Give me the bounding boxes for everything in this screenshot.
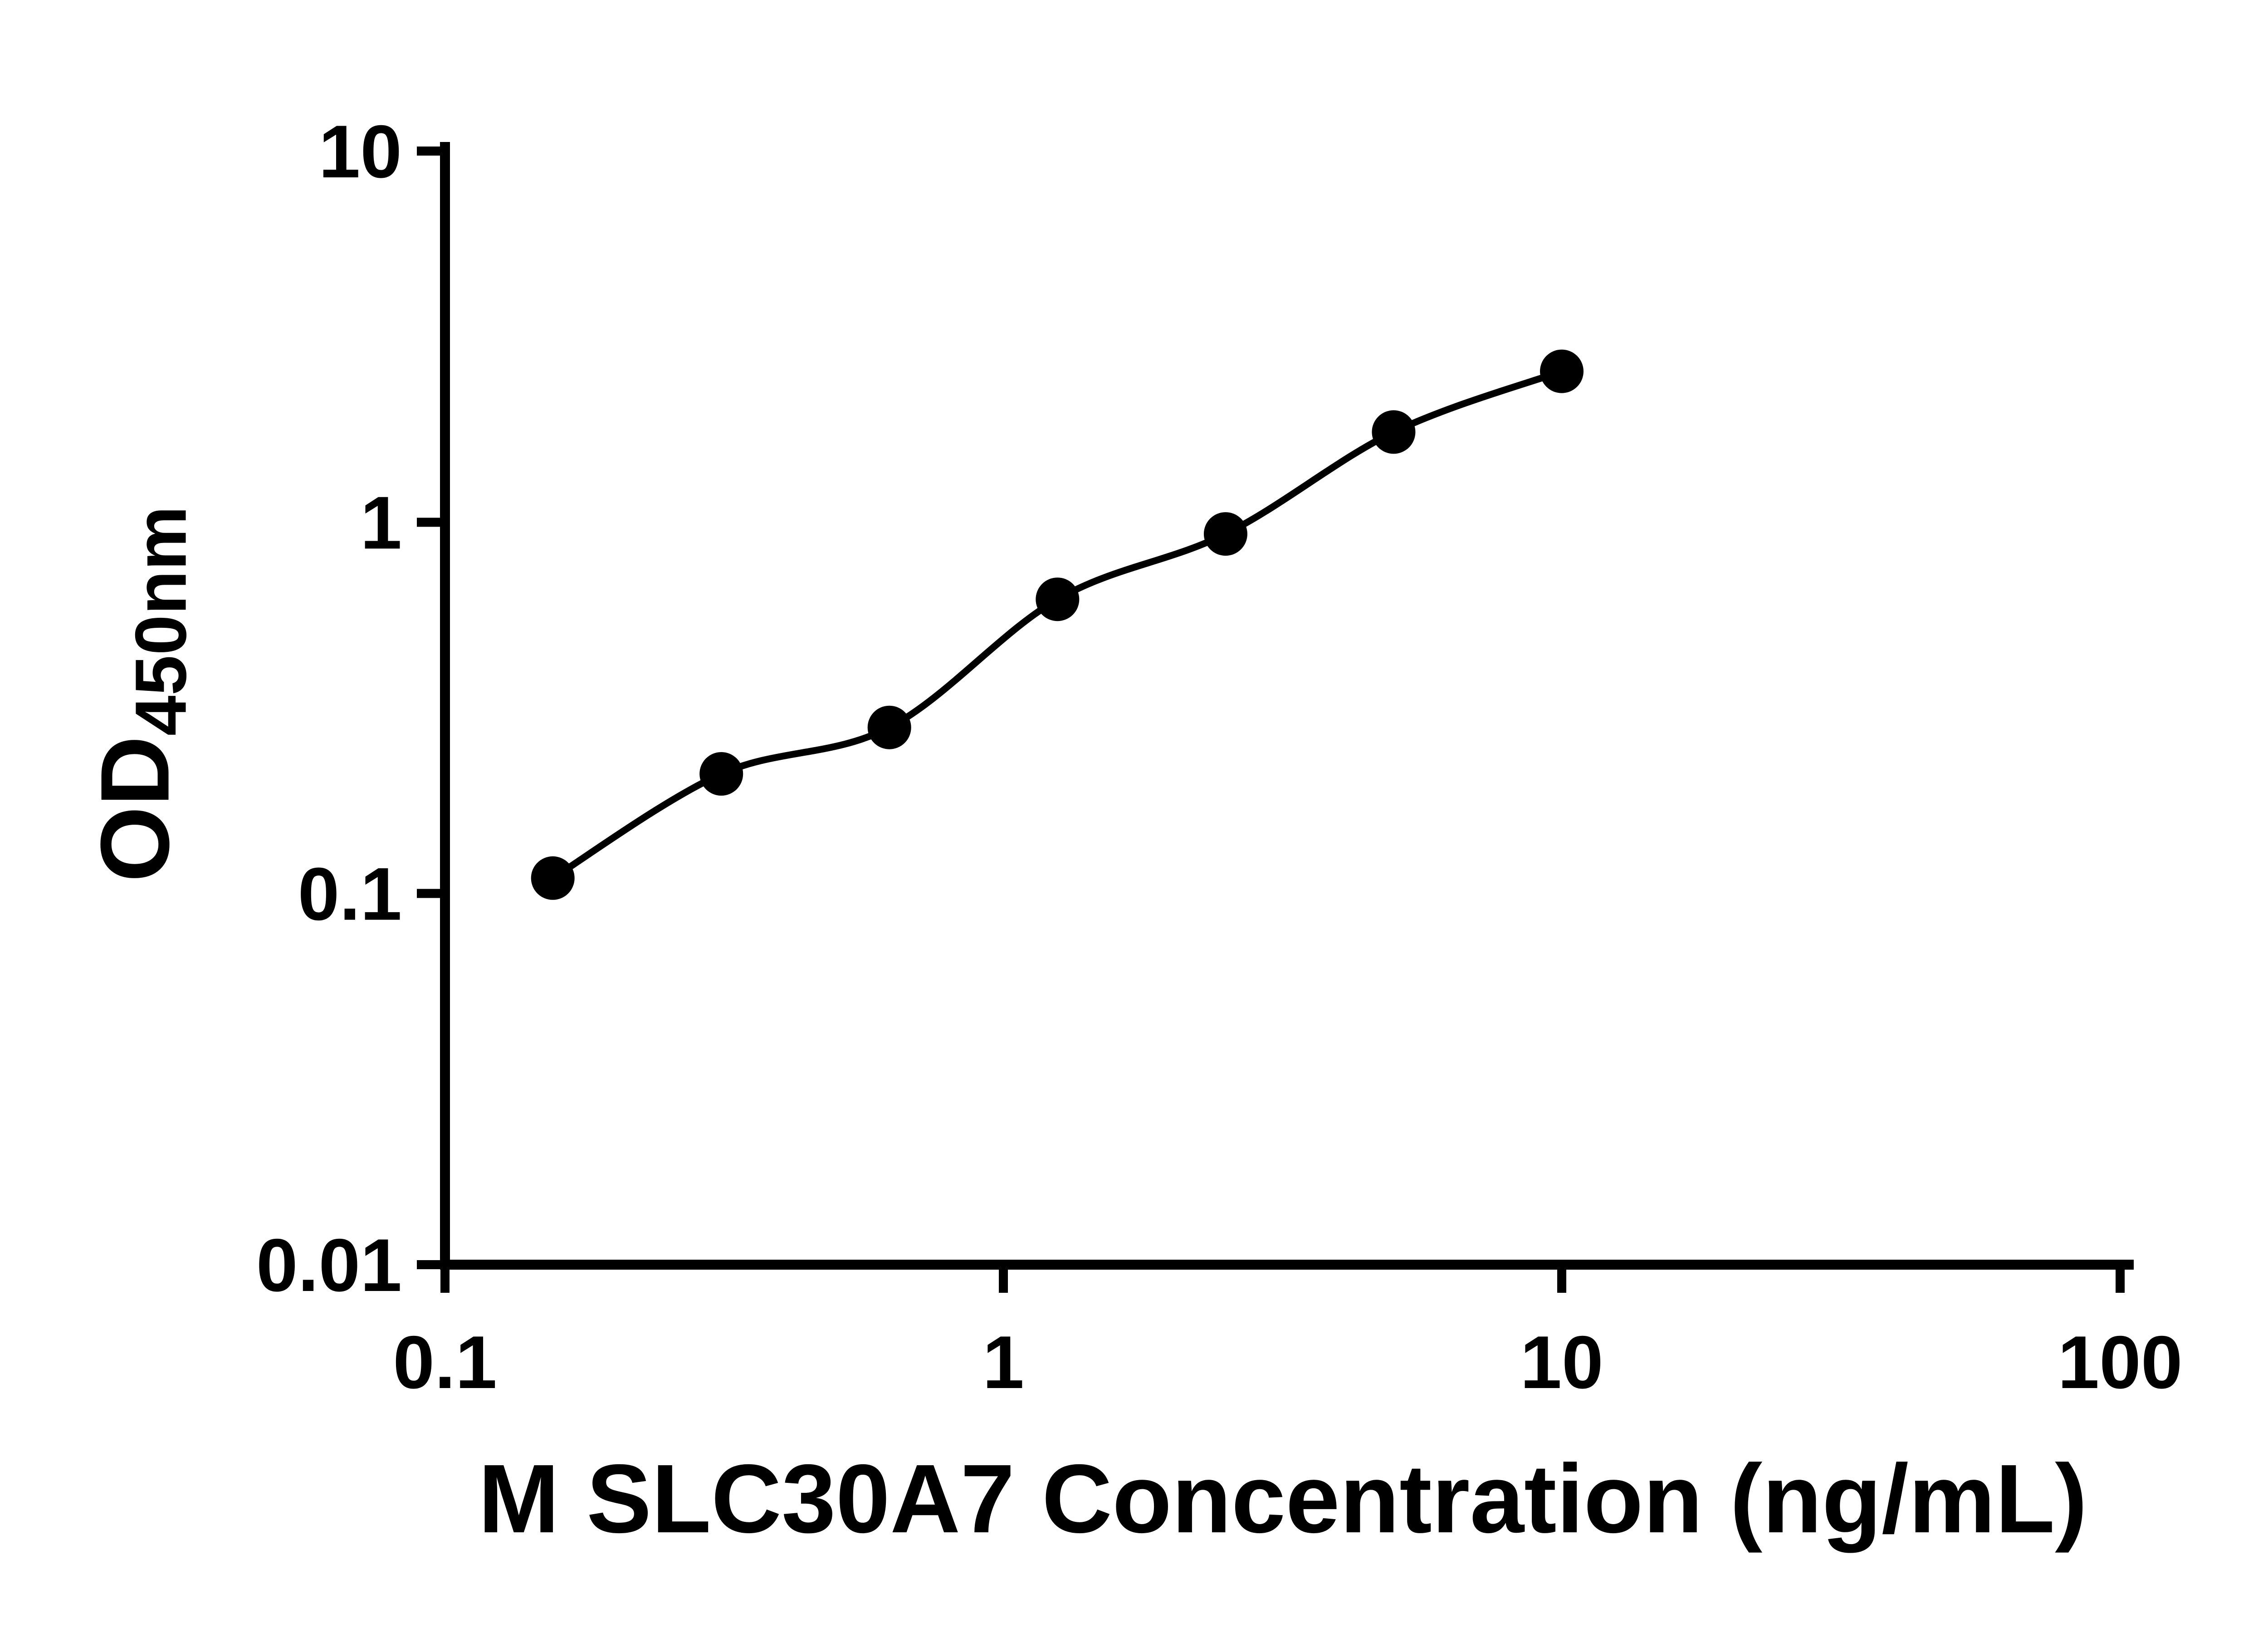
y-tick-label: 1 [360,481,402,564]
y-axis-title-text: OD [80,736,190,882]
data-point [1203,512,1247,556]
fit-curve [549,368,1565,882]
data-point [1540,349,1584,393]
y-axis-title: OD450nm [79,506,203,882]
data-point [531,856,575,900]
y-axis-title-subscript: 450nm [120,506,201,736]
y-tick-label: 0.01 [256,1223,402,1307]
data-point [699,752,743,796]
axes-frame [440,142,2134,1270]
x-tick-label: 1 [982,1320,1024,1404]
x-tick-label: 100 [2058,1320,2182,1404]
data-point [867,705,911,749]
y-tick-label: 10 [318,110,402,193]
x-tick-label: 10 [1520,1320,1603,1404]
x-tick-label: 0.1 [393,1320,497,1404]
x-axis-title: M SLC30A7 Concentration (ng/mL) [478,1444,2087,1553]
y-tick-label: 0.1 [298,852,402,936]
data-point [1036,577,1080,621]
data-point [1372,410,1416,454]
